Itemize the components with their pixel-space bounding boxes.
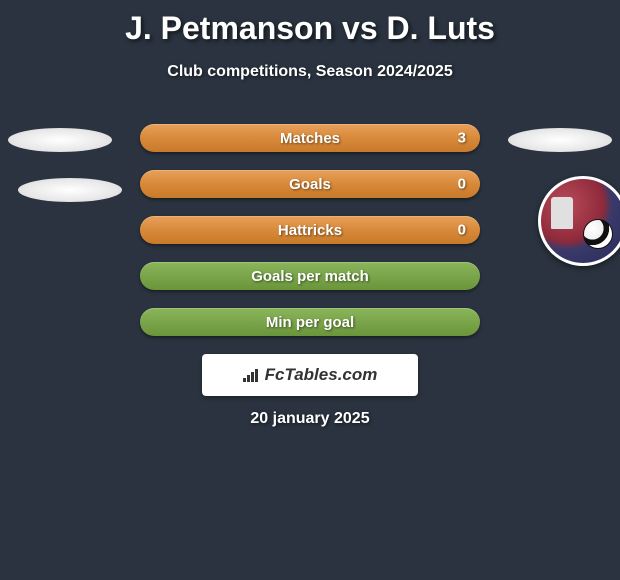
- left-player-badge-1: [8, 128, 112, 152]
- bar-goals: Goals 0: [140, 170, 480, 198]
- bar-goals-label: Goals: [289, 176, 331, 193]
- bar-goals-per-match: Goals per match: [140, 262, 480, 290]
- bar-hattricks-value: 0: [458, 222, 466, 239]
- chart-icon: [243, 368, 261, 382]
- right-club-crest: [538, 176, 620, 266]
- bar-matches-value: 3: [458, 130, 466, 147]
- page-title: J. Petmanson vs D. Luts: [0, 0, 620, 47]
- bar-hattricks: Hattricks 0: [140, 216, 480, 244]
- bar-matches-label: Matches: [280, 130, 340, 147]
- stat-bars: Matches 3 Goals 0 Hattricks 0 Goals per …: [140, 124, 480, 354]
- date-label: 20 january 2025: [0, 410, 620, 428]
- fctables-logo-text: FcTables.com: [243, 365, 378, 385]
- bar-goals-per-match-label: Goals per match: [251, 268, 369, 285]
- page-subtitle: Club competitions, Season 2024/2025: [0, 63, 620, 81]
- bar-min-per-goal-label: Min per goal: [266, 314, 354, 331]
- bar-min-per-goal: Min per goal: [140, 308, 480, 336]
- bar-goals-value: 0: [458, 176, 466, 193]
- bar-matches: Matches 3: [140, 124, 480, 152]
- logo-label: FcTables.com: [265, 365, 378, 385]
- bar-hattricks-label: Hattricks: [278, 222, 342, 239]
- left-player-badge-2: [18, 178, 122, 202]
- right-player-badge-1: [508, 128, 612, 152]
- fctables-logo: FcTables.com: [202, 354, 418, 396]
